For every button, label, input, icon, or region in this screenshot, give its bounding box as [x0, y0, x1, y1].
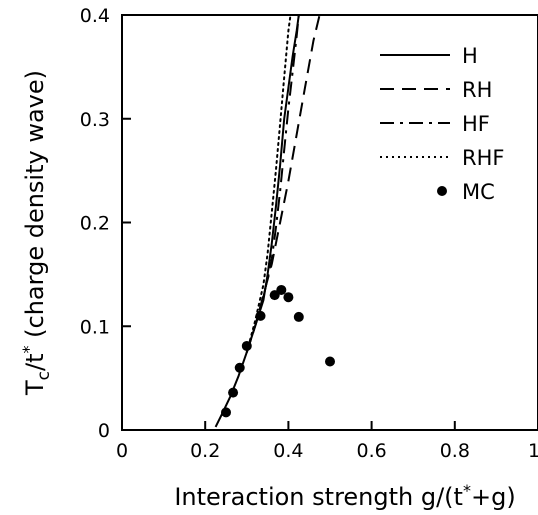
x-axis-label-tail: +g) — [471, 483, 516, 511]
mc-point — [255, 310, 266, 321]
mc-point — [221, 407, 231, 418]
legend: H RH HF RHF MC — [380, 44, 504, 204]
x-tick-label: 0.6 — [356, 440, 386, 462]
x-tick-label: 0 — [116, 440, 128, 462]
mc-point — [283, 292, 294, 303]
x-tick-label: 0.2 — [190, 440, 220, 462]
y-axis-label-sub: c — [34, 371, 54, 380]
series-hf-line — [245, 15, 300, 353]
x-tick-label: 1 — [528, 440, 538, 462]
mc-point — [241, 340, 252, 351]
y-axis-label: Tc/t* (charge density wave) — [19, 70, 54, 396]
y-axis-label-mid: /t — [21, 353, 49, 371]
y-tick-label: 0 — [98, 420, 110, 442]
legend-label-hf: HF — [462, 112, 490, 136]
y-axis-label-tail: (charge density wave) — [21, 70, 49, 345]
y-axis-label-t: T — [21, 380, 49, 396]
mc-point — [228, 387, 239, 398]
x-tick-label: 0.8 — [440, 440, 470, 462]
mc-point — [325, 356, 335, 367]
x-tick-label: 0.4 — [273, 440, 303, 462]
legend-label-rh: RH — [462, 78, 492, 102]
legend-label-mc: MC — [462, 180, 495, 204]
y-tick-label: 0.1 — [80, 316, 110, 338]
x-axis-label-sup: * — [463, 481, 471, 500]
mc-point — [234, 362, 245, 373]
y-tick-label: 0.4 — [80, 5, 110, 27]
legend-marker-mc — [437, 186, 447, 196]
ticks-layer: 0 0.2 0.4 0.6 0.8 1 0 0.1 0.2 0.3 0.4 — [80, 5, 538, 462]
y-axis-label-sup: * — [19, 345, 38, 353]
series-layer — [214, 15, 335, 428]
y-tick-label: 0.3 — [80, 109, 110, 131]
y-tick-label: 0.2 — [80, 213, 110, 235]
series-rhf-line — [245, 15, 292, 354]
mc-point — [276, 284, 287, 295]
mc-point — [293, 311, 304, 322]
x-axis-label-main: Interaction strength g/(t — [174, 483, 463, 511]
x-axis-label: Interaction strength g/(t*+g) — [174, 481, 515, 511]
series-h-line — [214, 15, 300, 428]
legend-label-rhf: RHF — [462, 146, 504, 170]
legend-label-h: H — [462, 44, 478, 68]
series-rh-line — [245, 15, 321, 353]
